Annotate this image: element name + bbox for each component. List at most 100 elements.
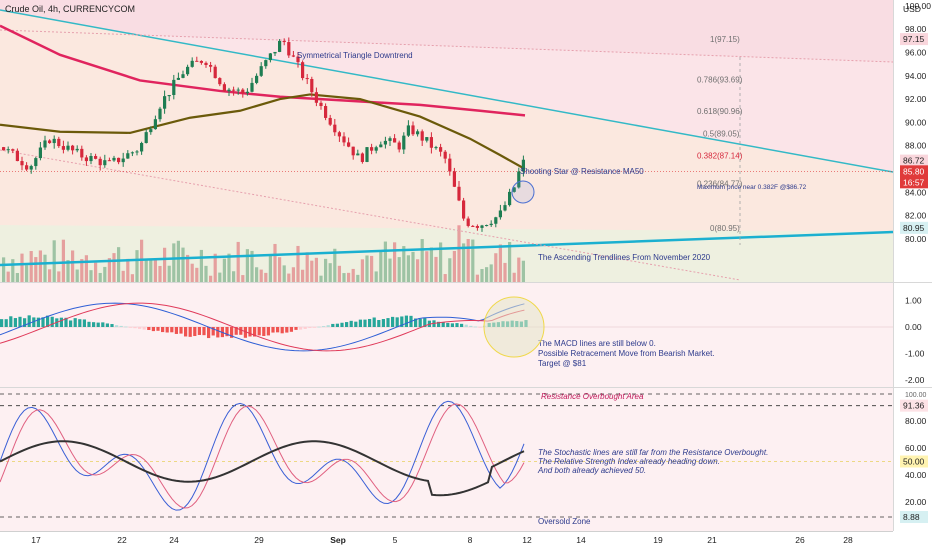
candle-body: [342, 136, 346, 143]
volume-bar: [43, 254, 47, 282]
volume-bar: [25, 265, 29, 282]
candle-body: [485, 225, 489, 227]
candle-body: [245, 91, 249, 94]
ma50-line: [0, 93, 526, 170]
macd-histogram-bar: [202, 327, 206, 336]
volume-bar: [494, 253, 498, 282]
candle-body: [176, 77, 180, 80]
candle-body: [314, 92, 318, 103]
volume-bar: [186, 254, 190, 282]
candle-body: [80, 148, 84, 158]
volume-bar: [420, 239, 424, 282]
macd-histogram-bar: [414, 318, 418, 327]
stoch-tag: [900, 455, 928, 468]
candle-body: [94, 156, 98, 159]
candle-body: [351, 146, 355, 156]
candle-body: [34, 158, 38, 167]
candle-body: [241, 89, 245, 94]
candle-body: [457, 186, 461, 201]
macd-histogram-bar: [345, 322, 349, 327]
fib-level-label: 0.618(90.96): [697, 107, 743, 116]
triangle-upper-trendline: [0, 9, 894, 173]
macd-line: [0, 302, 525, 352]
candle-body: [462, 200, 466, 219]
volume-bar: [466, 239, 470, 282]
macd-histogram-bar: [253, 327, 257, 337]
candle-body: [310, 78, 314, 93]
volume-bar: [144, 259, 148, 282]
candle-body: [416, 131, 420, 135]
price-tag-label: 97.15: [903, 34, 925, 44]
macd-histogram-bar: [119, 325, 123, 327]
macd-histogram-bar: [322, 326, 326, 327]
volume-bar: [15, 273, 19, 282]
volume-bar: [347, 272, 351, 282]
volume-bar: [66, 260, 70, 282]
macd-histogram-bar: [289, 327, 293, 332]
candle-body: [75, 148, 79, 151]
volume-bar: [20, 253, 24, 282]
candle-body: [383, 140, 387, 145]
macd-histogram-bar: [18, 316, 22, 327]
candle-body: [471, 225, 475, 227]
macd-histogram-bar: [147, 327, 151, 331]
candle-body: [443, 151, 447, 159]
triangle-fill: [0, 10, 893, 265]
time-tick-label: 8: [468, 535, 473, 545]
macd-histogram-bar: [243, 327, 247, 338]
volume-bar: [259, 269, 263, 282]
volume-bar: [324, 258, 328, 282]
volume-bar: [94, 262, 98, 282]
candle-body: [15, 150, 19, 162]
candle-body: [71, 145, 75, 151]
macd-histogram-bar: [4, 319, 8, 327]
macd-histogram-bar: [207, 327, 211, 339]
candle-body: [521, 159, 525, 172]
volume-bar: [374, 271, 378, 282]
macd-histogram-bar: [161, 327, 165, 333]
macd-note-2: Possible Retracement Move from Bearish M…: [538, 349, 715, 358]
stoch-tag: [900, 399, 928, 412]
macd-histogram-bar: [460, 323, 464, 327]
candle-body: [48, 140, 52, 144]
candle-body: [347, 142, 351, 147]
annotation-shooting-star: Shooting Star @ Resistance MA50: [520, 167, 644, 176]
macd-histogram-bar: [294, 327, 298, 330]
volume-bar: [351, 268, 355, 282]
price-tag-label: 80.95: [903, 223, 925, 233]
volume-bar: [434, 256, 438, 282]
volume-bar: [250, 250, 254, 282]
volume-bar: [71, 250, 75, 282]
volume-bar: [439, 242, 443, 282]
volume-bar: [356, 274, 360, 282]
volume-bar: [172, 243, 176, 282]
time-tick-label: 12: [522, 535, 532, 545]
candle-body: [29, 166, 33, 170]
candle-body: [236, 89, 240, 91]
price-tag: [900, 176, 928, 189]
volume-bar: [199, 249, 203, 282]
candle-body: [379, 144, 383, 148]
macd-histogram-bar: [372, 317, 376, 327]
volume-bar: [498, 244, 502, 282]
macd-histogram-bar: [9, 316, 13, 327]
candle-body: [195, 60, 199, 62]
macd-histogram-bar: [257, 327, 261, 336]
candle-body: [121, 158, 125, 163]
volume-bar: [475, 274, 479, 282]
stoch-tick-label: 100.00: [905, 392, 927, 399]
candle-body: [452, 171, 456, 187]
candle-body: [135, 151, 139, 153]
candle-body: [153, 119, 157, 130]
fib-level-label: 0(80.95): [710, 224, 740, 233]
volume-bar: [38, 250, 42, 282]
macd-note-3: Target @ $81: [538, 359, 587, 368]
volume-bar: [135, 250, 139, 282]
candle-body: [126, 153, 130, 159]
rsi-line: [0, 440, 525, 497]
macd-histogram-bar: [78, 319, 82, 327]
candle-body: [66, 145, 70, 150]
candle-body: [411, 125, 415, 135]
lower-dotted-trendline: [0, 149, 741, 281]
